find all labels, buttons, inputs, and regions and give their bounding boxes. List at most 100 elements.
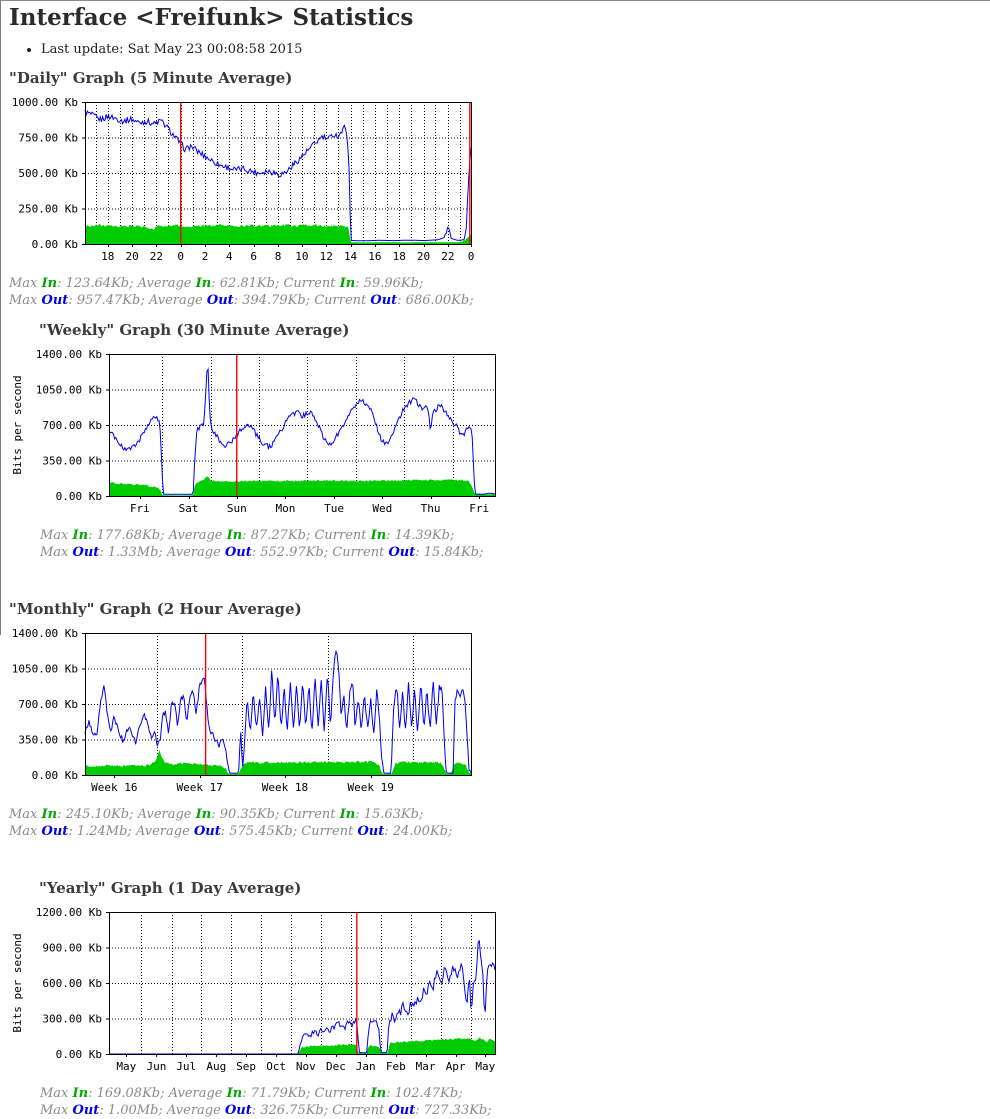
weekly-graph-image[interactable]: 1400.00 Kb 1050.00 Kb 700.00 Kb 350.00 Kb 0.…	[9, 348, 523, 520]
svg-text:1200.00 Kb: 1200.00 Kb	[36, 906, 102, 919]
svg-text:0: 0	[468, 250, 475, 263]
monthly-stats-in-line: Max In: 245.10Kb; Average In: 90.35Kb; C…	[9, 807, 424, 822]
svg-text:May: May	[116, 1060, 136, 1073]
svg-text:300.00 Kb: 300.00 Kb	[42, 1013, 102, 1026]
svg-text:Sep: Sep	[236, 1060, 256, 1073]
update-list: Last update: Sat May 23 00:08:58 2015	[25, 42, 990, 57]
svg-text:Feb: Feb	[386, 1060, 406, 1073]
yearly-gridlines	[109, 912, 495, 1054]
svg-text:Nov: Nov	[296, 1060, 316, 1073]
svg-text:1050.00 Kb: 1050.00 Kb	[36, 384, 102, 397]
svg-text:Jun: Jun	[147, 1060, 167, 1073]
weekly-graph-heading: "Weekly" Graph (30 Minute Average)	[39, 321, 350, 339]
svg-text:Apr: Apr	[446, 1060, 466, 1073]
svg-text:Aug: Aug	[206, 1060, 226, 1073]
svg-text:Week 17: Week 17	[176, 781, 222, 794]
svg-text:2: 2	[202, 250, 209, 263]
svg-text:700.00 Kb: 700.00 Kb	[18, 698, 78, 711]
weekly-y-axis-title: Bits per second	[11, 375, 24, 474]
monthly-graph-section: "Monthly" Graph (2 Hour Average) 1400.00…	[9, 561, 477, 840]
daily-out-traffic-line	[84, 109, 472, 242]
svg-text:Jan: Jan	[356, 1060, 376, 1073]
daily-graph-section: "Daily" Graph (5 Minute Average) 1000.00…	[9, 57, 477, 309]
weekly-axis-labels: 1400.00 Kb 1050.00 Kb 700.00 Kb 350.00 Kb 0.…	[36, 348, 489, 515]
daily-stats-out-line: Max Out: 957.47Kb; Average Out: 394.79Kb…	[9, 293, 474, 308]
yearly-out-traffic-line	[109, 940, 496, 1055]
monthly-graph-heading: "Monthly" Graph (2 Hour Average)	[9, 600, 302, 618]
daily-gridlines	[85, 102, 471, 244]
svg-text:May: May	[475, 1060, 495, 1073]
last-update-text: Last update: Sat May 23 00:08:58 2015	[41, 42, 990, 57]
svg-text:Wed: Wed	[372, 502, 392, 515]
svg-text:Oct: Oct	[266, 1060, 286, 1073]
svg-text:350.00 Kb: 350.00 Kb	[18, 734, 78, 747]
weekly-plot-border	[109, 354, 496, 497]
yearly-plot-border	[109, 912, 496, 1055]
svg-text:6: 6	[250, 250, 257, 263]
svg-text:0.00 Kb: 0.00 Kb	[32, 238, 78, 251]
svg-text:900.00 Kb: 900.00 Kb	[42, 942, 102, 955]
svg-text:0: 0	[177, 250, 184, 263]
svg-text:Thu: Thu	[421, 502, 441, 515]
daily-graph-stats: Max In: 123.64Kb; Average In: 62.81Kb; C…	[9, 275, 477, 309]
svg-text:14: 14	[344, 250, 358, 263]
weekly-graph-stats: Max In: 177.68Kb; Average In: 87.27Kb; C…	[40, 527, 523, 561]
yearly-stats-out-line: Max Out: 1.00Mb; Average Out: 326.75Kb; …	[40, 1103, 492, 1118]
svg-text:1000.00 Kb: 1000.00 Kb	[12, 96, 78, 109]
daily-in-traffic-area	[85, 224, 471, 244]
svg-text:22: 22	[441, 250, 454, 263]
monthly-graph-image[interactable]: 1400.00 Kb 1050.00 Kb 700.00 Kb 350.00 Kb 0.…	[9, 627, 477, 799]
svg-text:0.00 Kb: 0.00 Kb	[32, 769, 78, 782]
daily-graph-heading: "Daily" Graph (5 Minute Average)	[9, 69, 293, 87]
weekly-stats-out-line: Max Out: 1.33Mb; Average Out: 552.97Kb; …	[40, 545, 484, 560]
svg-text:Week 16: Week 16	[91, 781, 137, 794]
daily-graph-image[interactable]: 1000.00 Kb 750.00 Kb 500.00 Kb 250.00 Kb 0.0…	[9, 96, 477, 268]
svg-text:Sun: Sun	[227, 502, 247, 515]
weekly-gridlines	[109, 354, 495, 496]
weekly-in-traffic-area	[109, 476, 495, 496]
svg-text:600.00 Kb: 600.00 Kb	[42, 977, 102, 990]
svg-text:700.00 Kb: 700.00 Kb	[42, 419, 102, 432]
monthly-stats-out-line: Max Out: 1.24Mb; Average Out: 575.45Kb; …	[9, 824, 453, 839]
svg-text:Tue: Tue	[324, 502, 344, 515]
svg-text:Fri: Fri	[469, 502, 489, 515]
svg-text:16: 16	[368, 250, 381, 263]
svg-text:20: 20	[417, 250, 430, 263]
yearly-graph-section: "Yearly" Graph (1 Day Average) 1200.00 K…	[9, 840, 523, 1119]
svg-text:Jul: Jul	[176, 1060, 196, 1073]
svg-text:350.00 Kb: 350.00 Kb	[42, 455, 102, 468]
svg-text:0.00 Kb: 0.00 Kb	[56, 490, 102, 503]
monthly-graph-svg: 1400.00 Kb 1050.00 Kb 700.00 Kb 350.00 Kb 0.…	[12, 627, 472, 794]
svg-text:750.00 Kb: 750.00 Kb	[18, 132, 78, 145]
weekly-graph-section: "Weekly" Graph (30 Minute Average) 1400.…	[9, 309, 523, 561]
svg-text:Dec: Dec	[326, 1060, 346, 1073]
yearly-y-axis-title: Bits per second	[11, 933, 24, 1032]
weekly-stats-in-line: Max In: 177.68Kb; Average In: 87.27Kb; C…	[40, 528, 455, 543]
svg-text:1400.00 Kb: 1400.00 Kb	[36, 348, 102, 361]
yearly-graph-svg: 1200.00 Kb 900.00 Kb 600.00 Kb 300.00 Kb 0.0…	[11, 906, 496, 1073]
svg-text:250.00 Kb: 250.00 Kb	[18, 203, 78, 216]
svg-text:1050.00 Kb: 1050.00 Kb	[12, 663, 78, 676]
daily-axis-labels: 1000.00 Kb 750.00 Kb 500.00 Kb 250.00 Kb 0.0…	[12, 96, 475, 263]
weekly-out-traffic-line	[108, 367, 496, 495]
svg-text:Sat: Sat	[179, 502, 199, 515]
svg-text:Mon: Mon	[275, 502, 295, 515]
svg-text:12: 12	[320, 250, 333, 263]
weekly-graph-svg: 1400.00 Kb 1050.00 Kb 700.00 Kb 350.00 Kb 0.…	[11, 348, 496, 515]
svg-text:0.00 Kb: 0.00 Kb	[56, 1048, 102, 1061]
svg-text:18: 18	[101, 250, 114, 263]
graphs-grid: "Daily" Graph (5 Minute Average) 1000.00…	[9, 57, 990, 1119]
svg-text:18: 18	[393, 250, 406, 263]
svg-text:500.00 Kb: 500.00 Kb	[18, 167, 78, 180]
page-title: Interface <Freifunk> Statistics	[9, 4, 414, 31]
svg-text:1400.00 Kb: 1400.00 Kb	[12, 627, 78, 640]
yearly-graph-stats: Max In: 169.08Kb; Average In: 71.79Kb; C…	[40, 1085, 523, 1119]
daily-stats-in-line: Max In: 123.64Kb; Average In: 62.81Kb; C…	[9, 276, 424, 291]
yearly-graph-image[interactable]: 1200.00 Kb 900.00 Kb 600.00 Kb 300.00 Kb 0.0…	[9, 906, 523, 1078]
monthly-graph-stats: Max In: 245.10Kb; Average In: 90.35Kb; C…	[9, 806, 477, 840]
svg-text:10: 10	[295, 250, 308, 263]
svg-text:Week 18: Week 18	[262, 781, 308, 794]
svg-text:Mar: Mar	[416, 1060, 436, 1073]
svg-text:Fri: Fri	[130, 502, 150, 515]
svg-text:Week 19: Week 19	[347, 781, 393, 794]
